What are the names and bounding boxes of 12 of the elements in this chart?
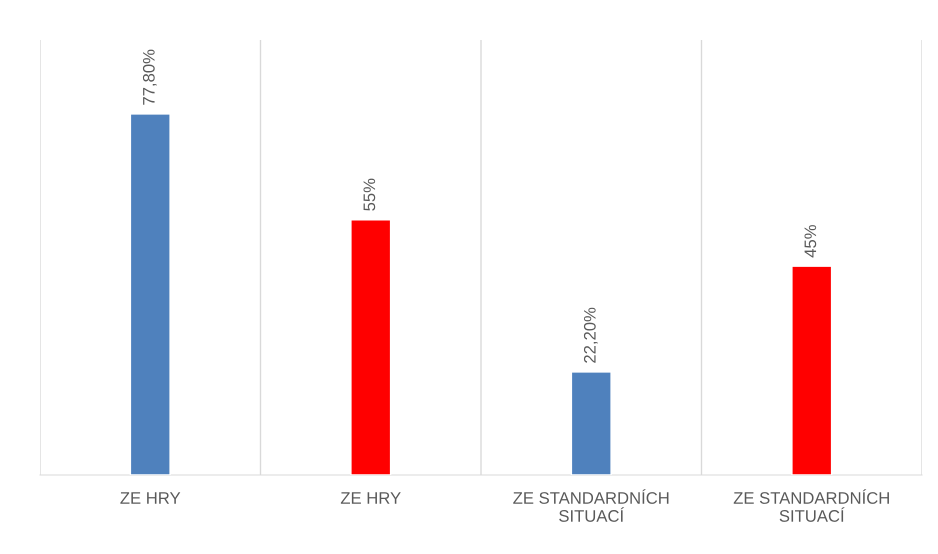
x-tick-label: ZE STANDARDNÍCH SITUACÍ (734, 489, 889, 522)
bar (570, 371, 612, 475)
x-tick-label: ZE HRY (340, 492, 401, 504)
bar (130, 113, 171, 475)
x-tick-label: ZE STANDARDNÍCH SITUACÍ (513, 489, 668, 522)
data-label: 22,20% (584, 308, 598, 363)
data-label: 55% (363, 178, 376, 211)
data-label: 45% (804, 225, 816, 258)
bar (350, 219, 392, 475)
bar (791, 265, 832, 475)
data-label: 77,80% (142, 50, 157, 105)
x-tick-label: ZE HRY (120, 492, 180, 504)
